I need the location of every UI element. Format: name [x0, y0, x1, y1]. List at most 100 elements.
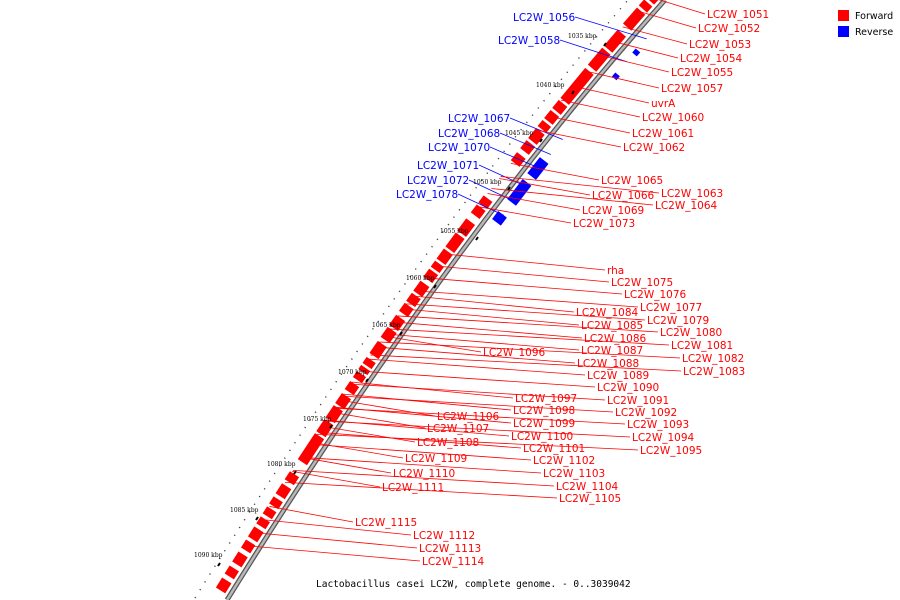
- gene-label[interactable]: LC2W_1069: [582, 205, 644, 217]
- forward-gene-arrow[interactable]: [587, 47, 611, 72]
- gene-label[interactable]: LC2W_1082: [682, 353, 744, 365]
- forward-gene-arrow[interactable]: [284, 471, 300, 486]
- gene-label[interactable]: LC2W_1057: [661, 83, 723, 95]
- gene-label[interactable]: LC2W_1097: [515, 393, 577, 405]
- gene-label[interactable]: LC2W_1078: [396, 189, 458, 201]
- forward-gene-arrow[interactable]: [269, 496, 283, 510]
- gene-label[interactable]: LC2W_1084: [576, 307, 639, 319]
- gene-label[interactable]: LC2W_1065: [601, 175, 663, 187]
- gene-label[interactable]: LC2W_1110: [393, 468, 455, 480]
- forward-gene-arrow[interactable]: [423, 268, 439, 284]
- gene-label[interactable]: LC2W_1106: [437, 411, 500, 423]
- gene-label[interactable]: LC2W_1058: [498, 35, 560, 47]
- forward-gene-arrow[interactable]: [389, 314, 406, 332]
- gene-label[interactable]: LC2W_1051: [707, 9, 769, 21]
- gene-label[interactable]: uvrA: [651, 98, 676, 110]
- gene-label[interactable]: LC2W_1100: [511, 431, 573, 443]
- gene-label[interactable]: LC2W_1090: [597, 382, 659, 394]
- forward-gene-arrow[interactable]: [430, 260, 444, 274]
- forward-gene-arrow[interactable]: [262, 506, 277, 520]
- gene-label[interactable]: LC2W_1105: [559, 493, 621, 505]
- gene-label[interactable]: LC2W_1112: [413, 530, 475, 542]
- gene-label[interactable]: LC2W_1071: [417, 160, 479, 172]
- reverse-gene-arrow[interactable]: [632, 48, 641, 57]
- gene-label[interactable]: LC2W_1115: [355, 517, 417, 529]
- forward-gene-arrow[interactable]: [560, 67, 594, 105]
- gene-label[interactable]: LC2W_1053: [689, 39, 751, 51]
- gene-label[interactable]: LC2W_1102: [533, 455, 595, 467]
- forward-gene-arrow[interactable]: [247, 526, 264, 543]
- forward-gene-arrow[interactable]: [552, 99, 568, 115]
- gene-label[interactable]: LC2W_1092: [615, 407, 677, 419]
- forward-gene-arrow[interactable]: [478, 195, 493, 209]
- forward-gene-arrow[interactable]: [215, 577, 232, 594]
- gene-label[interactable]: LC2W_1094: [632, 432, 695, 444]
- forward-gene-arrow[interactable]: [436, 248, 453, 266]
- gene-label[interactable]: LC2W_1091: [607, 395, 669, 407]
- gene-label[interactable]: LC2W_1087: [581, 345, 643, 357]
- gene-label[interactable]: LC2W_1054: [680, 53, 743, 65]
- forward-gene-arrow[interactable]: [537, 120, 552, 133]
- gene-label[interactable]: LC2W_1080: [660, 327, 722, 339]
- gene-label[interactable]: LC2W_1061: [632, 128, 694, 140]
- forward-gene-arrow[interactable]: [413, 280, 430, 298]
- forward-gene-arrow[interactable]: [544, 109, 560, 125]
- gene-label[interactable]: LC2W_1064: [655, 200, 718, 212]
- gene-label[interactable]: LC2W_1063: [661, 188, 723, 200]
- gene-label[interactable]: LC2W_1108: [417, 437, 479, 449]
- gene-label[interactable]: LC2W_1096: [483, 347, 546, 359]
- forward-gene-arrow[interactable]: [638, 0, 653, 13]
- gene-label[interactable]: LC2W_1095: [640, 445, 702, 457]
- forward-gene-arrow[interactable]: [520, 140, 536, 155]
- gene-label[interactable]: LC2W_1083: [683, 366, 745, 378]
- gene-label[interactable]: LC2W_1055: [671, 67, 733, 79]
- gene-label[interactable]: LC2W_1098: [513, 405, 575, 417]
- gene-label[interactable]: LC2W_1109: [405, 453, 467, 465]
- forward-gene-arrow[interactable]: [224, 565, 239, 580]
- forward-gene-arrow[interactable]: [406, 292, 421, 308]
- gene-label[interactable]: LC2W_1068: [438, 128, 500, 140]
- forward-gene-arrow[interactable]: [646, 0, 661, 5]
- gene-label[interactable]: LC2W_1101: [523, 443, 585, 455]
- gene-label[interactable]: LC2W_1114: [422, 556, 485, 568]
- forward-gene-arrow[interactable]: [325, 405, 343, 424]
- forward-gene-arrow[interactable]: [344, 380, 360, 396]
- gene-label[interactable]: LC2W_1067: [448, 113, 510, 125]
- forward-gene-arrow[interactable]: [470, 204, 486, 219]
- forward-gene-arrow[interactable]: [445, 232, 465, 254]
- gene-label[interactable]: LC2W_1072: [407, 175, 469, 187]
- gene-label[interactable]: LC2W_1079: [647, 315, 709, 327]
- gene-label[interactable]: LC2W_1085: [581, 320, 643, 332]
- gene-label[interactable]: LC2W_1056: [513, 12, 576, 24]
- forward-gene-arrow[interactable]: [352, 370, 367, 384]
- gene-label[interactable]: rha: [607, 265, 624, 277]
- gene-label[interactable]: LC2W_1076: [624, 289, 687, 301]
- forward-gene-arrow[interactable]: [380, 326, 397, 344]
- forward-gene-arrow[interactable]: [240, 539, 256, 554]
- gene-label[interactable]: LC2W_1052: [698, 23, 760, 35]
- gene-label[interactable]: LC2W_1070: [428, 142, 490, 154]
- forward-gene-arrow[interactable]: [232, 551, 248, 568]
- forward-gene-arrow[interactable]: [369, 340, 387, 360]
- forward-gene-arrow[interactable]: [362, 356, 376, 370]
- gene-label[interactable]: LC2W_1113: [419, 543, 481, 555]
- reverse-gene-arrow[interactable]: [492, 211, 507, 226]
- gene-label[interactable]: LC2W_1099: [513, 418, 575, 430]
- forward-gene-arrow[interactable]: [398, 302, 414, 318]
- gene-label[interactable]: LC2W_1104: [556, 481, 619, 493]
- gene-label[interactable]: LC2W_1088: [577, 358, 639, 370]
- gene-label[interactable]: LC2W_1081: [671, 340, 733, 352]
- forward-gene-arrow[interactable]: [622, 7, 646, 31]
- gene-label[interactable]: LC2W_1103: [543, 468, 605, 480]
- gene-label[interactable]: LC2W_1107: [427, 423, 489, 435]
- forward-gene-arrow[interactable]: [528, 128, 545, 145]
- forward-gene-arrow[interactable]: [457, 218, 476, 238]
- forward-gene-arrow[interactable]: [256, 516, 270, 530]
- gene-label[interactable]: LC2W_1077: [640, 302, 702, 314]
- gene-label[interactable]: LC2W_1093: [627, 419, 689, 431]
- gene-label[interactable]: LC2W_1060: [642, 112, 704, 124]
- gene-label[interactable]: LC2W_1086: [584, 333, 647, 345]
- forward-gene-arrow[interactable]: [358, 364, 371, 376]
- forward-gene-arrow[interactable]: [275, 483, 292, 500]
- gene-label[interactable]: LC2W_1073: [573, 218, 635, 230]
